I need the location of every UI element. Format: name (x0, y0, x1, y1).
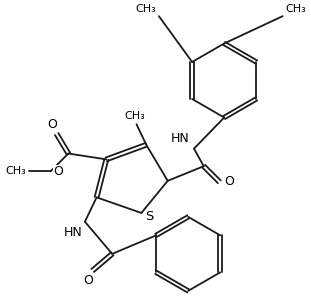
Text: CH₃: CH₃ (6, 166, 26, 176)
Text: CH₃: CH₃ (124, 111, 145, 121)
Text: CH₃: CH₃ (135, 4, 156, 14)
Text: O: O (47, 118, 57, 131)
Text: O: O (83, 274, 93, 287)
Text: S: S (145, 210, 153, 223)
Text: CH₃: CH₃ (285, 4, 306, 14)
Text: HN: HN (170, 132, 189, 145)
Text: HN: HN (64, 226, 83, 239)
Text: O: O (224, 175, 234, 188)
Text: O: O (53, 164, 63, 178)
